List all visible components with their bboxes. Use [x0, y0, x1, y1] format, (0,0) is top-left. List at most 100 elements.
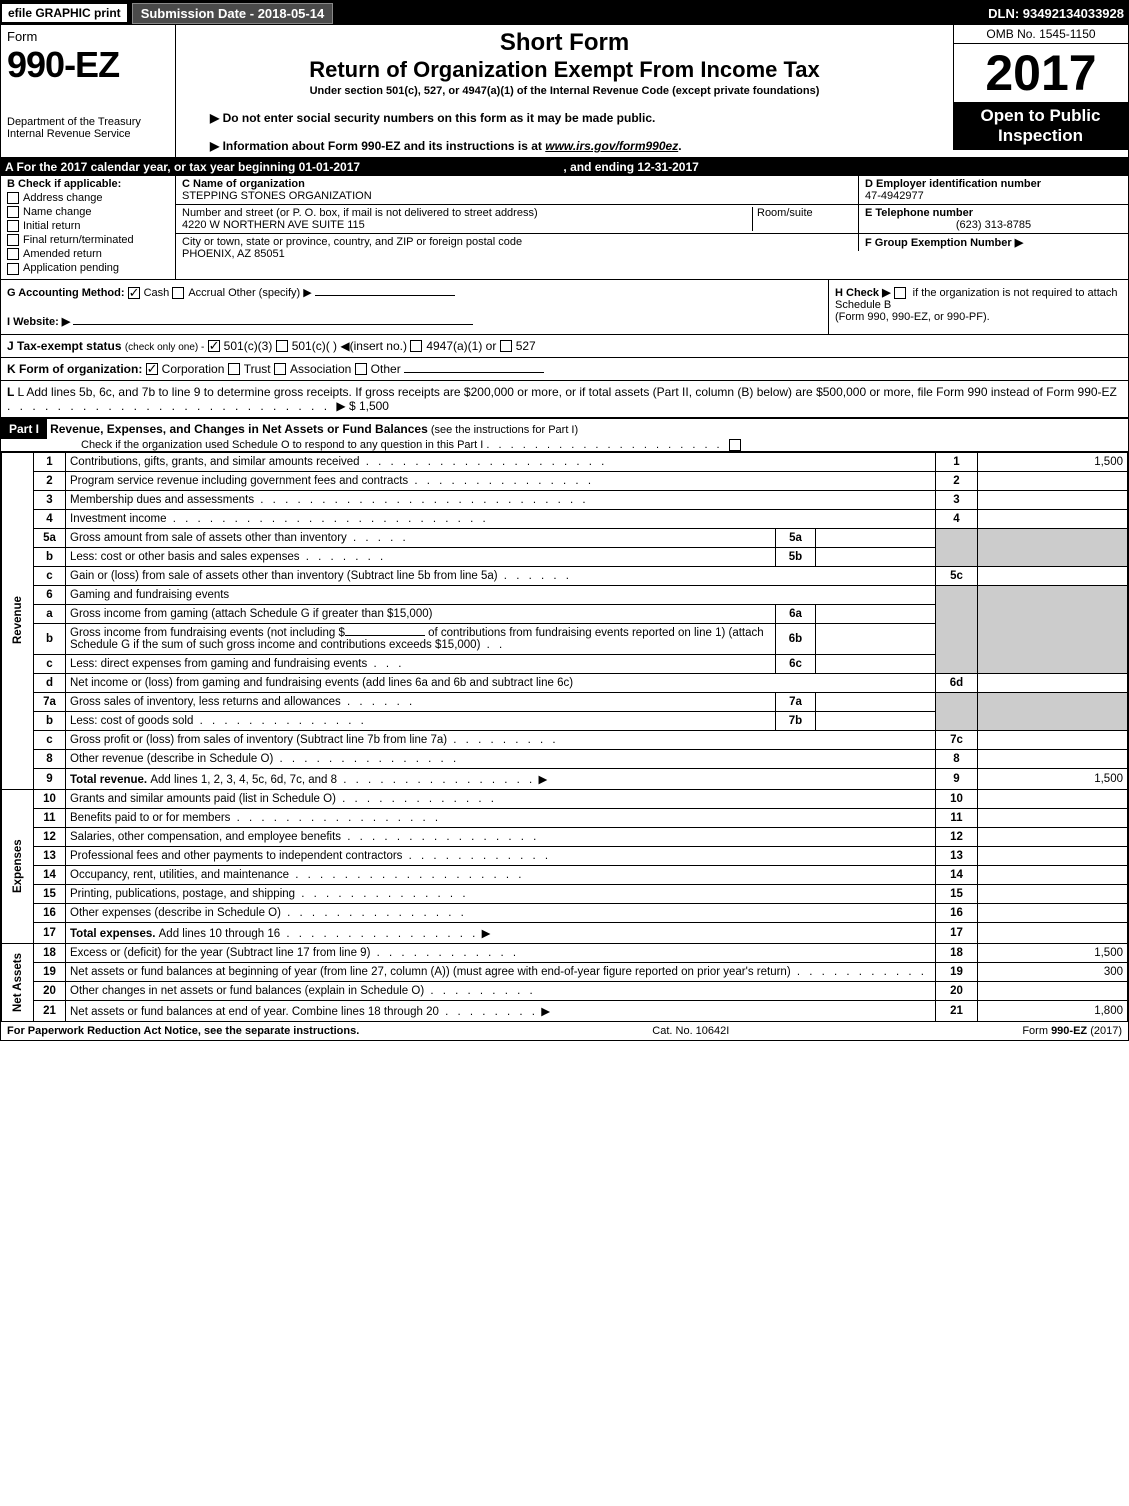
- tax-year: 2017: [953, 44, 1128, 102]
- line-10-rnum: 10: [936, 789, 978, 808]
- section-j: J Tax-exempt status (check only one) - 5…: [1, 335, 1128, 358]
- line-18-num: 18: [34, 943, 66, 962]
- footer: For Paperwork Reduction Act Notice, see …: [1, 1022, 1128, 1040]
- check-h[interactable]: [894, 287, 906, 299]
- check-corporation[interactable]: [146, 363, 158, 375]
- line-7b-sval: [816, 711, 936, 730]
- check-trust[interactable]: [228, 363, 240, 375]
- addr-label: Number and street (or P. O. box, if mail…: [182, 207, 752, 219]
- line-5a-sval: [816, 528, 936, 547]
- section-e: E Telephone number (623) 313-8785: [858, 205, 1128, 234]
- line-12-num: 12: [34, 827, 66, 846]
- check-amended-return[interactable]: Amended return: [7, 248, 169, 260]
- omb-number: OMB No. 1545-1150: [953, 25, 1128, 44]
- form-number: 990-EZ: [7, 44, 169, 86]
- line-16-val: [978, 903, 1128, 922]
- submission-date-button[interactable]: Submission Date - 2018-05-14: [132, 3, 334, 24]
- form-word: Form: [7, 29, 169, 44]
- section-f: F Group Exemption Number ▶: [858, 234, 1128, 251]
- check-address-change[interactable]: Address change: [7, 192, 169, 204]
- line-4-num: 4: [34, 509, 66, 528]
- check-4947[interactable]: [410, 340, 422, 352]
- website-input[interactable]: [73, 324, 473, 325]
- org-name-value: STEPPING STONES ORGANIZATION: [182, 190, 852, 202]
- section-k: K Form of organization: Corporation Trus…: [1, 358, 1128, 381]
- line-14-num: 14: [34, 865, 66, 884]
- net-assets-side-label: Net Assets: [2, 943, 34, 1021]
- arrow2-text: ▶ Information about Form 990-EZ and its …: [210, 139, 545, 153]
- section-g-i: G Accounting Method: Cash Accrual Other …: [1, 280, 828, 334]
- line-17-desc: Total expenses. Add lines 10 through 16 …: [66, 922, 936, 943]
- line-13-desc: Professional fees and other payments to …: [66, 846, 936, 865]
- footer-left: For Paperwork Reduction Act Notice, see …: [7, 1025, 359, 1037]
- line-6a-snum: 6a: [776, 604, 816, 623]
- header-section: Form 990-EZ Department of the Treasury I…: [1, 25, 1128, 158]
- check-initial-return[interactable]: Initial return: [7, 220, 169, 232]
- line-5c-val: [978, 566, 1128, 585]
- check-527[interactable]: [500, 340, 512, 352]
- check-other-org[interactable]: [355, 363, 367, 375]
- check-name-change[interactable]: Name change: [7, 206, 169, 218]
- line-11-desc: Benefits paid to or for members . . . . …: [66, 808, 936, 827]
- line-5ab-shade: [936, 528, 978, 566]
- g-other-input[interactable]: [315, 295, 455, 296]
- g-label: G Accounting Method:: [7, 287, 125, 299]
- arrow-info-1: ▶ Do not enter social security numbers o…: [210, 111, 949, 125]
- 6b-amount-input[interactable]: [345, 635, 425, 636]
- line-5c-desc: Gain or (loss) from sale of assets other…: [66, 566, 936, 585]
- line-9-num: 9: [34, 768, 66, 789]
- form-label-column: Form 990-EZ Department of the Treasury I…: [1, 25, 176, 157]
- line-5b-snum: 5b: [776, 547, 816, 566]
- expenses-side-label: Expenses: [2, 789, 34, 943]
- other-org-input[interactable]: [404, 372, 544, 373]
- irs-gov-link[interactable]: www.irs.gov/form990ez: [545, 139, 678, 153]
- line-7a-desc: Gross sales of inventory, less returns a…: [66, 692, 776, 711]
- line-19-rnum: 19: [936, 962, 978, 981]
- line-8-val: [978, 749, 1128, 768]
- line-13-rnum: 13: [936, 846, 978, 865]
- part-i-table: Revenue 1 Contributions, gifts, grants, …: [1, 452, 1128, 1022]
- line-16-rnum: 16: [936, 903, 978, 922]
- footer-right: Form 990-EZ (2017): [1022, 1025, 1122, 1037]
- check-application-pending[interactable]: Application pending: [7, 262, 169, 274]
- arrow-info-2: ▶ Information about Form 990-EZ and its …: [210, 139, 949, 153]
- check-501c[interactable]: [276, 340, 288, 352]
- short-form-title: Short Form: [180, 29, 949, 57]
- line-7c-val: [978, 730, 1128, 749]
- efile-print-button[interactable]: efile GRAPHIC print: [1, 3, 128, 23]
- city-row: City or town, state or province, country…: [176, 234, 858, 262]
- line-17-val: [978, 922, 1128, 943]
- phone-value: (623) 313-8785: [865, 219, 1122, 231]
- check-final-return[interactable]: Final return/terminated: [7, 234, 169, 246]
- line-21-desc: Net assets or fund balances at end of ye…: [66, 1000, 936, 1021]
- check-schedule-o[interactable]: [729, 439, 741, 451]
- line-12-rnum: 12: [936, 827, 978, 846]
- line-21-num: 21: [34, 1000, 66, 1021]
- line-15-val: [978, 884, 1128, 903]
- line-15-num: 15: [34, 884, 66, 903]
- line-2-rnum: 2: [936, 471, 978, 490]
- line-19-num: 19: [34, 962, 66, 981]
- line-2-desc: Program service revenue including govern…: [66, 471, 936, 490]
- line-10-desc: Grants and similar amounts paid (list in…: [66, 789, 936, 808]
- form-container: efile GRAPHIC print Submission Date - 20…: [0, 0, 1129, 1041]
- g-other: Other (specify) ▶: [228, 287, 312, 299]
- line-7b-num: b: [34, 711, 66, 730]
- check-association[interactable]: [274, 363, 286, 375]
- line-19-desc: Net assets or fund balances at beginning…: [66, 962, 936, 981]
- under-section-text: Under section 501(c), 527, or 4947(a)(1)…: [180, 85, 949, 97]
- open-public-l2: Inspection: [998, 126, 1083, 145]
- line-5ab-shade-val: [978, 528, 1128, 566]
- check-501c3[interactable]: [208, 340, 220, 352]
- line-3-rnum: 3: [936, 490, 978, 509]
- line-4-desc: Investment income . . . . . . . . . . . …: [66, 509, 936, 528]
- check-cash[interactable]: [128, 287, 140, 299]
- section-i: I Website: ▶: [7, 315, 822, 328]
- addr-row: Number and street (or P. O. box, if mail…: [176, 205, 858, 234]
- line-21-rnum: 21: [936, 1000, 978, 1021]
- group-exemption-label: F Group Exemption Number ▶: [865, 236, 1122, 249]
- info-grid: B Check if applicable: Address change Na…: [1, 176, 1128, 280]
- line-13-val: [978, 846, 1128, 865]
- check-accrual[interactable]: [172, 287, 184, 299]
- line-14-rnum: 14: [936, 865, 978, 884]
